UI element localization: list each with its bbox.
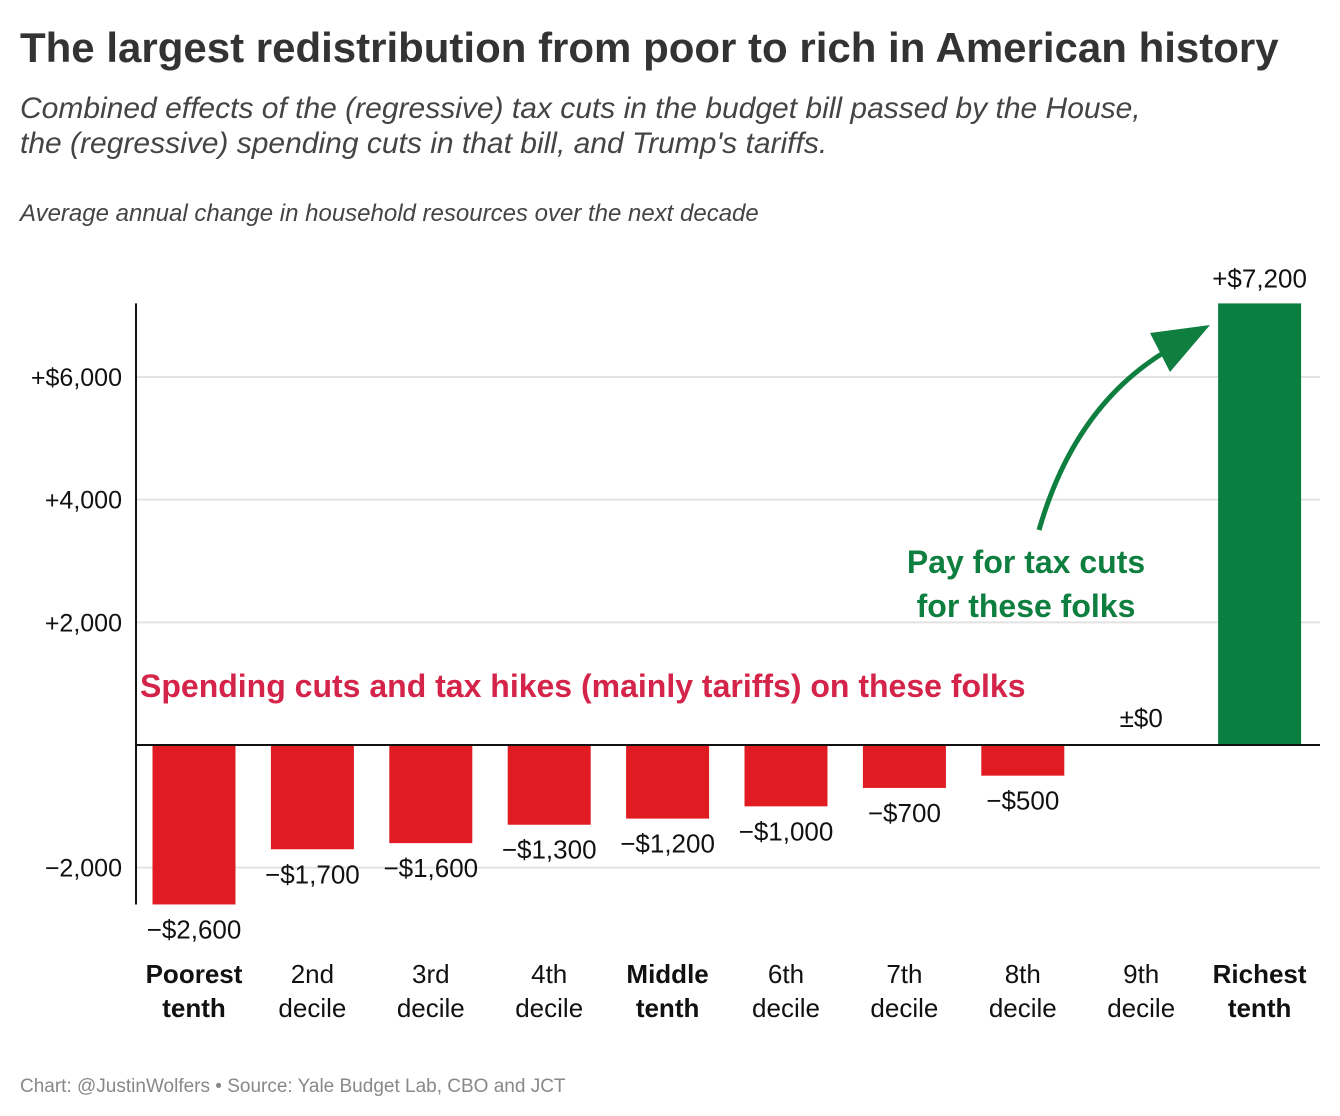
bar <box>1218 303 1302 745</box>
value-label: −$700 <box>868 798 941 828</box>
bar <box>507 745 591 825</box>
value-labels: −$2,600 −$1,700 −$1,600 −$1,300 −$1,200 −$1,0… <box>147 263 1307 944</box>
bar <box>152 745 236 905</box>
category-label: 3rd <box>412 959 450 989</box>
category-label: decile <box>989 993 1057 1023</box>
category-label: 9th <box>1123 959 1159 989</box>
y-tick-label: +$6,000 <box>31 364 122 392</box>
bar <box>270 745 354 850</box>
category-label: tenth <box>162 993 226 1023</box>
category-label: 7th <box>886 959 922 989</box>
category-label: 8th <box>1005 959 1041 989</box>
y-axis-caption: Average annual change in household resou… <box>18 200 759 227</box>
bar <box>862 745 946 788</box>
value-label: −$1,300 <box>502 835 597 865</box>
annotation-tax-cuts-line-2: for these folks <box>917 588 1136 624</box>
category-label: 6th <box>768 959 804 989</box>
category-label: decile <box>278 993 346 1023</box>
category-label: Poorest <box>146 959 243 989</box>
category-label: decile <box>870 993 938 1023</box>
chart-subtitle-line-1: Combined effects of the (regressive) tax… <box>20 92 1141 125</box>
category-label: decile <box>515 993 583 1023</box>
category-label: Middle <box>626 959 708 989</box>
category-label: decile <box>397 993 465 1023</box>
value-label: −$1,200 <box>620 829 715 859</box>
category-label: tenth <box>636 993 700 1023</box>
category-label: tenth <box>1228 993 1292 1023</box>
value-label: −$1,700 <box>265 859 360 889</box>
chart-footer: Chart: @JustinWolfers • Source: Yale Bud… <box>20 1076 566 1097</box>
gridlines <box>136 376 1320 869</box>
annotation-tax-cuts-line-1: Pay for tax cuts <box>907 544 1145 580</box>
annotation-arrow-icon <box>1036 347 1170 531</box>
value-label: −$500 <box>986 786 1059 816</box>
category-label: 2nd <box>291 959 334 989</box>
value-label: −$1,000 <box>739 816 834 846</box>
y-tick-label: +4,000 <box>45 487 122 515</box>
category-label: decile <box>1107 993 1175 1023</box>
value-label: −$2,600 <box>147 914 242 944</box>
category-label: 4th <box>531 959 567 989</box>
category-labels: Poorest tenth 2nd decile 3rd decile 4th decile M… <box>146 959 1307 1023</box>
value-label: +$7,200 <box>1212 263 1307 293</box>
value-label: −$1,600 <box>383 853 478 883</box>
bars <box>152 303 1302 905</box>
bar <box>389 745 473 844</box>
bar <box>744 745 828 807</box>
chart-subtitle-line-2: the (regressive) spending cuts in that b… <box>20 127 827 160</box>
annotation-arrowhead-icon <box>1150 325 1210 372</box>
y-tick-labels: +$6,000 +4,000 +2,000 −2,000 <box>31 364 122 883</box>
y-tick-label: −2,000 <box>45 855 122 883</box>
value-label: ±$0 <box>1120 703 1163 733</box>
category-label: Richest <box>1213 959 1307 989</box>
bar <box>981 745 1065 776</box>
y-tick-label: +2,000 <box>45 609 122 637</box>
category-label: decile <box>752 993 820 1023</box>
annotation-spending-cuts: Spending cuts and tax hikes (mainly tari… <box>140 668 1026 704</box>
chart-title: The largest redistribution from poor to … <box>20 24 1279 71</box>
bar <box>626 745 710 819</box>
